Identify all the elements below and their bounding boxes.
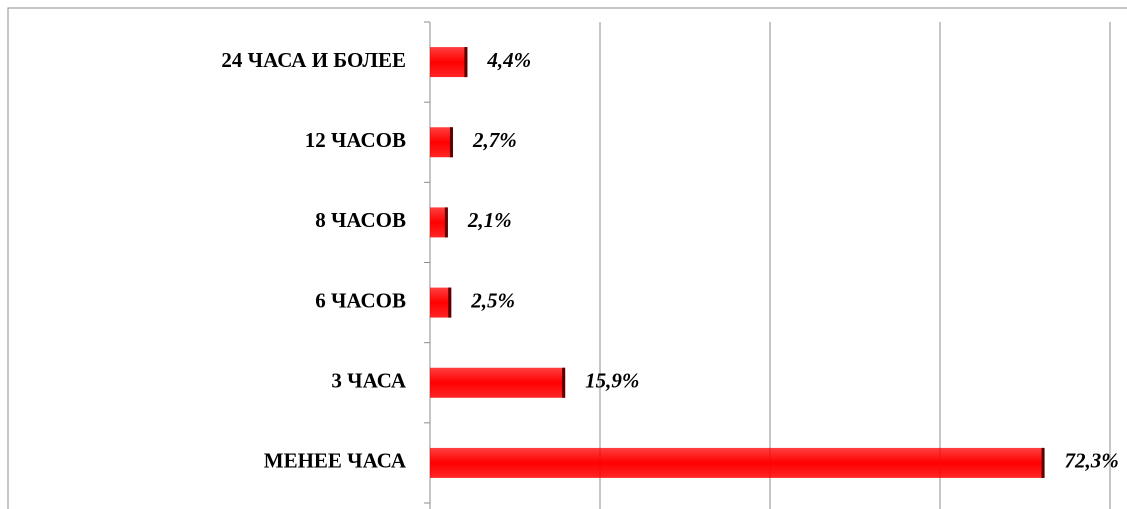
y-tick-label: 24 ЧАСА И БОЛЕЕ — [221, 48, 406, 72]
bar — [430, 47, 468, 78]
bar — [430, 207, 448, 238]
bar — [430, 287, 452, 318]
bar-edge — [449, 127, 453, 158]
bar — [430, 367, 566, 398]
y-tick-label: МЕНЕЕ ЧАСА — [264, 449, 407, 473]
bar-edge — [444, 207, 448, 238]
data-label: 4,4% — [486, 48, 531, 72]
y-tick-label: 3 ЧАСА — [331, 369, 406, 393]
data-label: 2,5% — [470, 288, 515, 312]
chart-frame — [7, 7, 1127, 509]
data-label: 15,9% — [585, 369, 639, 393]
bar — [430, 127, 453, 158]
data-label: 2,1% — [467, 208, 512, 232]
y-tick-label: 12 ЧАСОВ — [305, 128, 406, 152]
data-label: 72,3% — [1065, 449, 1119, 473]
bar-edge — [1041, 447, 1045, 478]
bar-edge — [464, 47, 468, 78]
bar-edge — [562, 367, 566, 398]
y-tick-label: 6 ЧАСОВ — [315, 288, 406, 312]
data-label: 2,7% — [472, 128, 517, 152]
bar-edge — [448, 287, 452, 318]
bar — [430, 447, 1045, 478]
y-tick-label: 8 ЧАСОВ — [315, 208, 406, 232]
